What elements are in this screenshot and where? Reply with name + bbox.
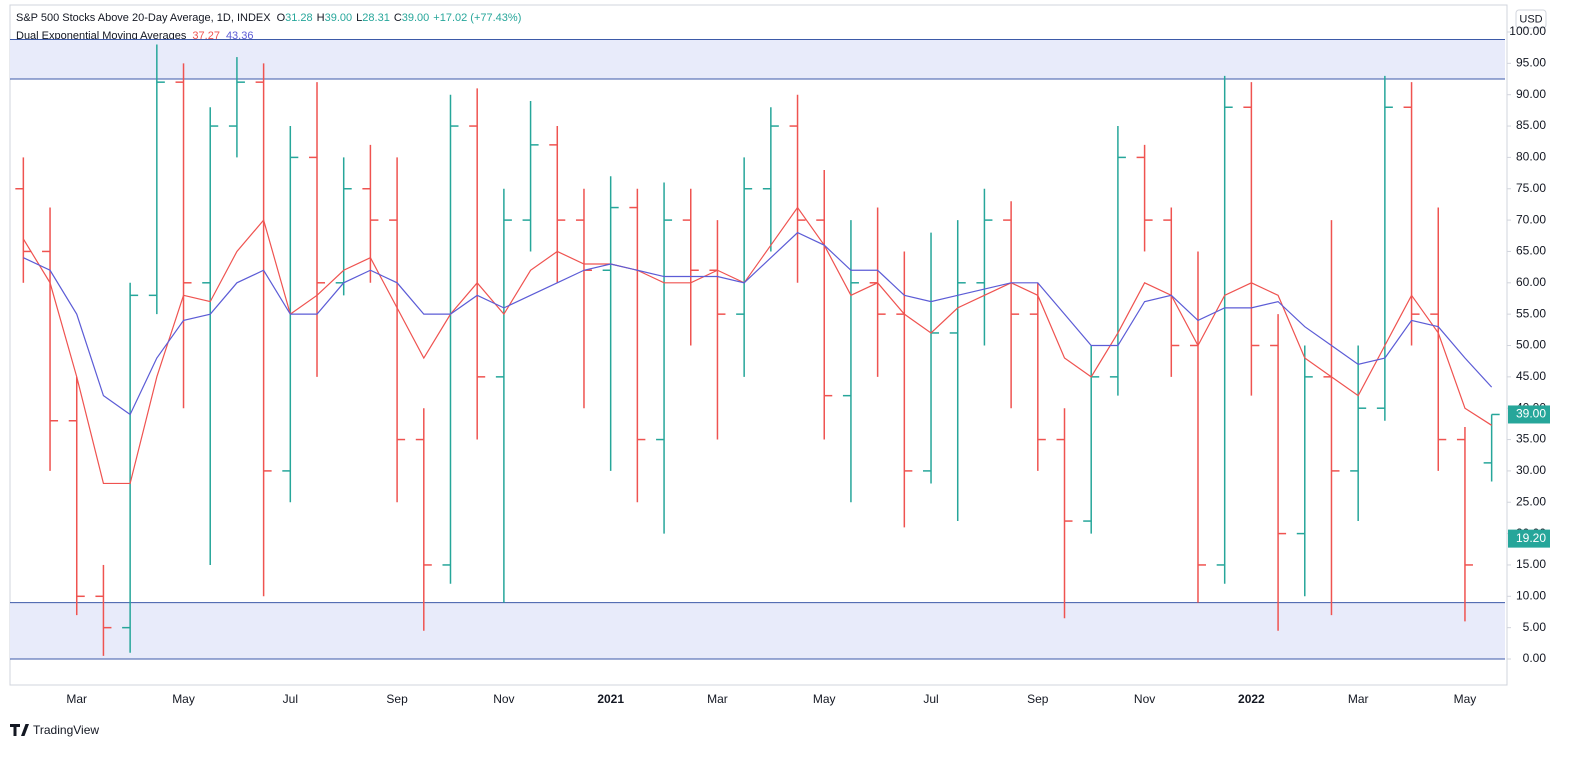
x-tick-label: 2022 (1238, 692, 1265, 706)
indicator-value: 43.36 (226, 30, 254, 42)
x-tick-label: Jul (923, 692, 938, 706)
y-tick-label: 15.00 (1516, 557, 1546, 571)
ema-line (22, 206, 1492, 485)
legend-item: 39.00 (325, 12, 353, 24)
y-tick-label: 90.00 (1516, 87, 1546, 101)
legend-item: H (317, 12, 325, 24)
y-tick-label: 100.00 (1509, 24, 1546, 38)
legend: S&P 500 Stocks Above 20-Day Average, 1D,… (16, 12, 521, 24)
x-tick-label: Jul (283, 692, 298, 706)
band (10, 602, 1505, 659)
x-tick-label: Sep (386, 692, 408, 706)
y-tick-label: 45.00 (1516, 369, 1546, 383)
y-tick-label: 10.00 (1516, 588, 1546, 602)
band (10, 39, 1505, 80)
x-tick-label: Nov (493, 692, 514, 706)
x-tick-label: Sep (1027, 692, 1049, 706)
y-tick-label: 50.00 (1516, 338, 1546, 352)
y-tick-label: 30.00 (1516, 463, 1546, 477)
y-tick-label: 70.00 (1516, 212, 1546, 226)
y-tick-label: 55.00 (1516, 306, 1546, 320)
brand: TradingView (10, 723, 99, 737)
indicator-value: 37.27 (192, 30, 220, 42)
plot-frame (9, 4, 1508, 686)
price-badge (1508, 405, 1550, 424)
ema-line (23, 231, 1493, 416)
legend-item: 31.28 (285, 12, 313, 24)
y-tick-label: 35.00 (1516, 432, 1546, 446)
indicator-name: Dual Exponential Moving Averages 37.27 43.… (16, 30, 253, 42)
price-badge (1508, 529, 1550, 548)
brand-logo (10, 724, 29, 736)
legend-line: S&P 500 Stocks Above 20-Day Average, 1D,… (16, 12, 521, 24)
x-tick-label: May (813, 692, 836, 706)
x-tick-label: Mar (1348, 692, 1369, 706)
price-badge-label: 19.20 (1516, 531, 1546, 545)
legend-item: S&P 500 Stocks Above 20-Day Average, 1D,… (16, 12, 271, 24)
legend-item: 39.00 (402, 12, 430, 24)
legend-item: +17.02 (+77.43%) (433, 12, 521, 24)
x-tick-label: Nov (1134, 692, 1155, 706)
x-tick-label: Mar (707, 692, 728, 706)
legend-item: O (277, 12, 286, 24)
brand-name: TradingView (33, 723, 99, 737)
legend-item: C (394, 12, 402, 24)
y-tick-label: 65.00 (1516, 244, 1546, 258)
x-tick-label: May (1454, 692, 1477, 706)
y-tick-label: 60.00 (1516, 275, 1546, 289)
legend-item: L (356, 12, 362, 24)
currency: USD (1519, 13, 1542, 25)
y-tick-label: 75.00 (1516, 181, 1546, 195)
y-tick-label: 85.00 (1516, 118, 1546, 132)
indicator-title: Dual Exponential Moving Averages (16, 30, 187, 42)
currency-box[interactable] (1515, 9, 1547, 29)
y-tick-label: 0.00 (1523, 651, 1547, 665)
x-tick-label: 2021 (597, 692, 624, 706)
x-tick-label: May (172, 692, 195, 706)
x-tick-label: Mar (66, 692, 87, 706)
price-badge-label: 39.00 (1516, 407, 1546, 421)
y-tick-label: 80.00 (1516, 150, 1546, 164)
legend-item: 28.31 (362, 12, 390, 24)
y-tick-label: 25.00 (1516, 494, 1546, 508)
y-tick-label: 5.00 (1523, 620, 1547, 634)
y-tick-label: 95.00 (1516, 56, 1546, 70)
